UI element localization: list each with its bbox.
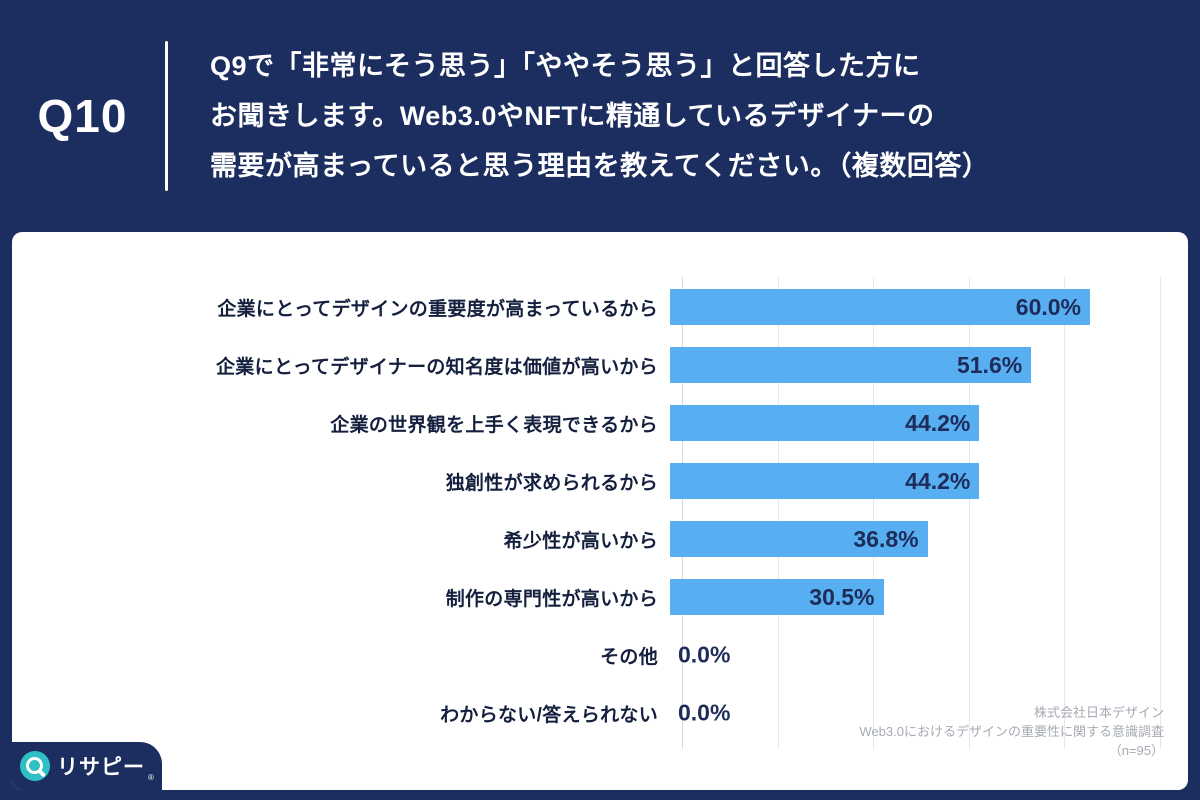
header-divider [165, 41, 168, 191]
chart-row: 企業にとってデザイナーの知名度は価値が高いから 51.6% [12, 336, 1188, 394]
value-label: 44.2% [905, 409, 971, 436]
bar: 30.5% [670, 579, 884, 615]
question-line-3: 需要が高まっていると思う理由を教えてください。（複数回答） [210, 151, 990, 181]
chart-row: 制作の専門性が高いから 30.5% [12, 568, 1188, 626]
source-line-2: Web3.0におけるデザインの重要性に関する意識調査 [859, 724, 1164, 739]
value-label: 0.0% [678, 641, 731, 668]
brand-logo: リサピー ® [12, 742, 162, 790]
question-header: Q10 Q9で「非常にそう思う」「ややそう思う」と回答した方に お聞きします。W… [0, 0, 1200, 232]
gridline [682, 277, 683, 749]
bar-chart: 企業にとってデザインの重要度が高まっているから 60.0% 企業にとってデザイナーの… [12, 278, 1188, 742]
bar-area: 30.5% [670, 568, 1160, 626]
category-label: わからない/答えられない [440, 704, 658, 726]
value-label: 36.8% [853, 525, 919, 552]
question-text: Q9で「非常にそう思う」「ややそう思う」と回答した方に お聞きします。Web3.… [210, 41, 989, 191]
chart-gridlines [682, 277, 1161, 749]
question-line-1: Q9で「非常にそう思う」「ややそう思う」と回答した方に [210, 51, 921, 81]
chart-card: 企業にとってデザインの重要度が高まっているから 60.0% 企業にとってデザイナーの… [12, 232, 1188, 790]
magnifier-logo-icon [20, 751, 51, 781]
source-line-1: 株式会社日本デザイン [1033, 705, 1164, 720]
category-label: 企業にとってデザイナーの知名度は価値が高いから [215, 356, 658, 378]
category-label: 独創性が求められるから [445, 472, 658, 494]
question-line-2: お聞きします。Web3.0やNFTに精通しているデザイナーの [210, 101, 935, 131]
bar-area: 36.8% [670, 510, 1160, 568]
gridline [968, 277, 970, 749]
value-label: 30.5% [809, 583, 875, 610]
bar-area: 60.0% [670, 278, 1160, 336]
value-label: 0.0% [678, 699, 731, 726]
category-label: その他 [600, 646, 658, 668]
registered-mark: ® [148, 773, 154, 782]
chart-row: 独創性が求められるから 44.2% [12, 452, 1188, 510]
gridline [777, 277, 779, 749]
bar-area: 0.0% [670, 684, 1160, 742]
bar: 36.8% [670, 521, 928, 557]
bar-area: 51.6% [670, 336, 1160, 394]
bar: 51.6% [670, 347, 1032, 383]
question-number: Q10 [37, 90, 128, 142]
value-label: 60.0% [1015, 293, 1081, 320]
source-line-3: （n=95） [1108, 743, 1164, 758]
bar: 44.2% [670, 463, 980, 499]
bar-area: 44.2% [670, 394, 1160, 452]
gridline [1160, 277, 1161, 749]
bar: 60.0% [670, 289, 1090, 325]
chart-row: 企業の世界観を上手く表現できるから 44.2% [12, 394, 1188, 452]
bar: 44.2% [670, 405, 980, 441]
chart-row: わからない/答えられない 0.0% [12, 684, 1188, 742]
value-label: 51.6% [956, 351, 1023, 378]
bar-area: 44.2% [670, 452, 1160, 510]
category-label: 企業の世界観を上手く表現できるから [330, 414, 658, 436]
category-label: 企業にとってデザインの重要度が高まっているから [217, 298, 658, 320]
chart-row: その他 0.0% [12, 626, 1188, 684]
bar-area: 0.0% [670, 626, 1160, 684]
gridline [1064, 277, 1066, 749]
gridline [873, 277, 875, 749]
value-label: 44.2% [905, 467, 971, 494]
chart-row: 希少性が高いから 36.8% [12, 510, 1188, 568]
category-label: 制作の専門性が高いから [445, 588, 658, 610]
brand-name: リサピー [57, 756, 146, 779]
chart-row: 企業にとってデザインの重要度が高まっているから 60.0% [12, 278, 1188, 336]
source-attribution: 株式会社日本デザイン Web3.0におけるデザインの重要性に関する意識調査 （n… [859, 703, 1164, 760]
category-label: 希少性が高いから [503, 530, 658, 552]
